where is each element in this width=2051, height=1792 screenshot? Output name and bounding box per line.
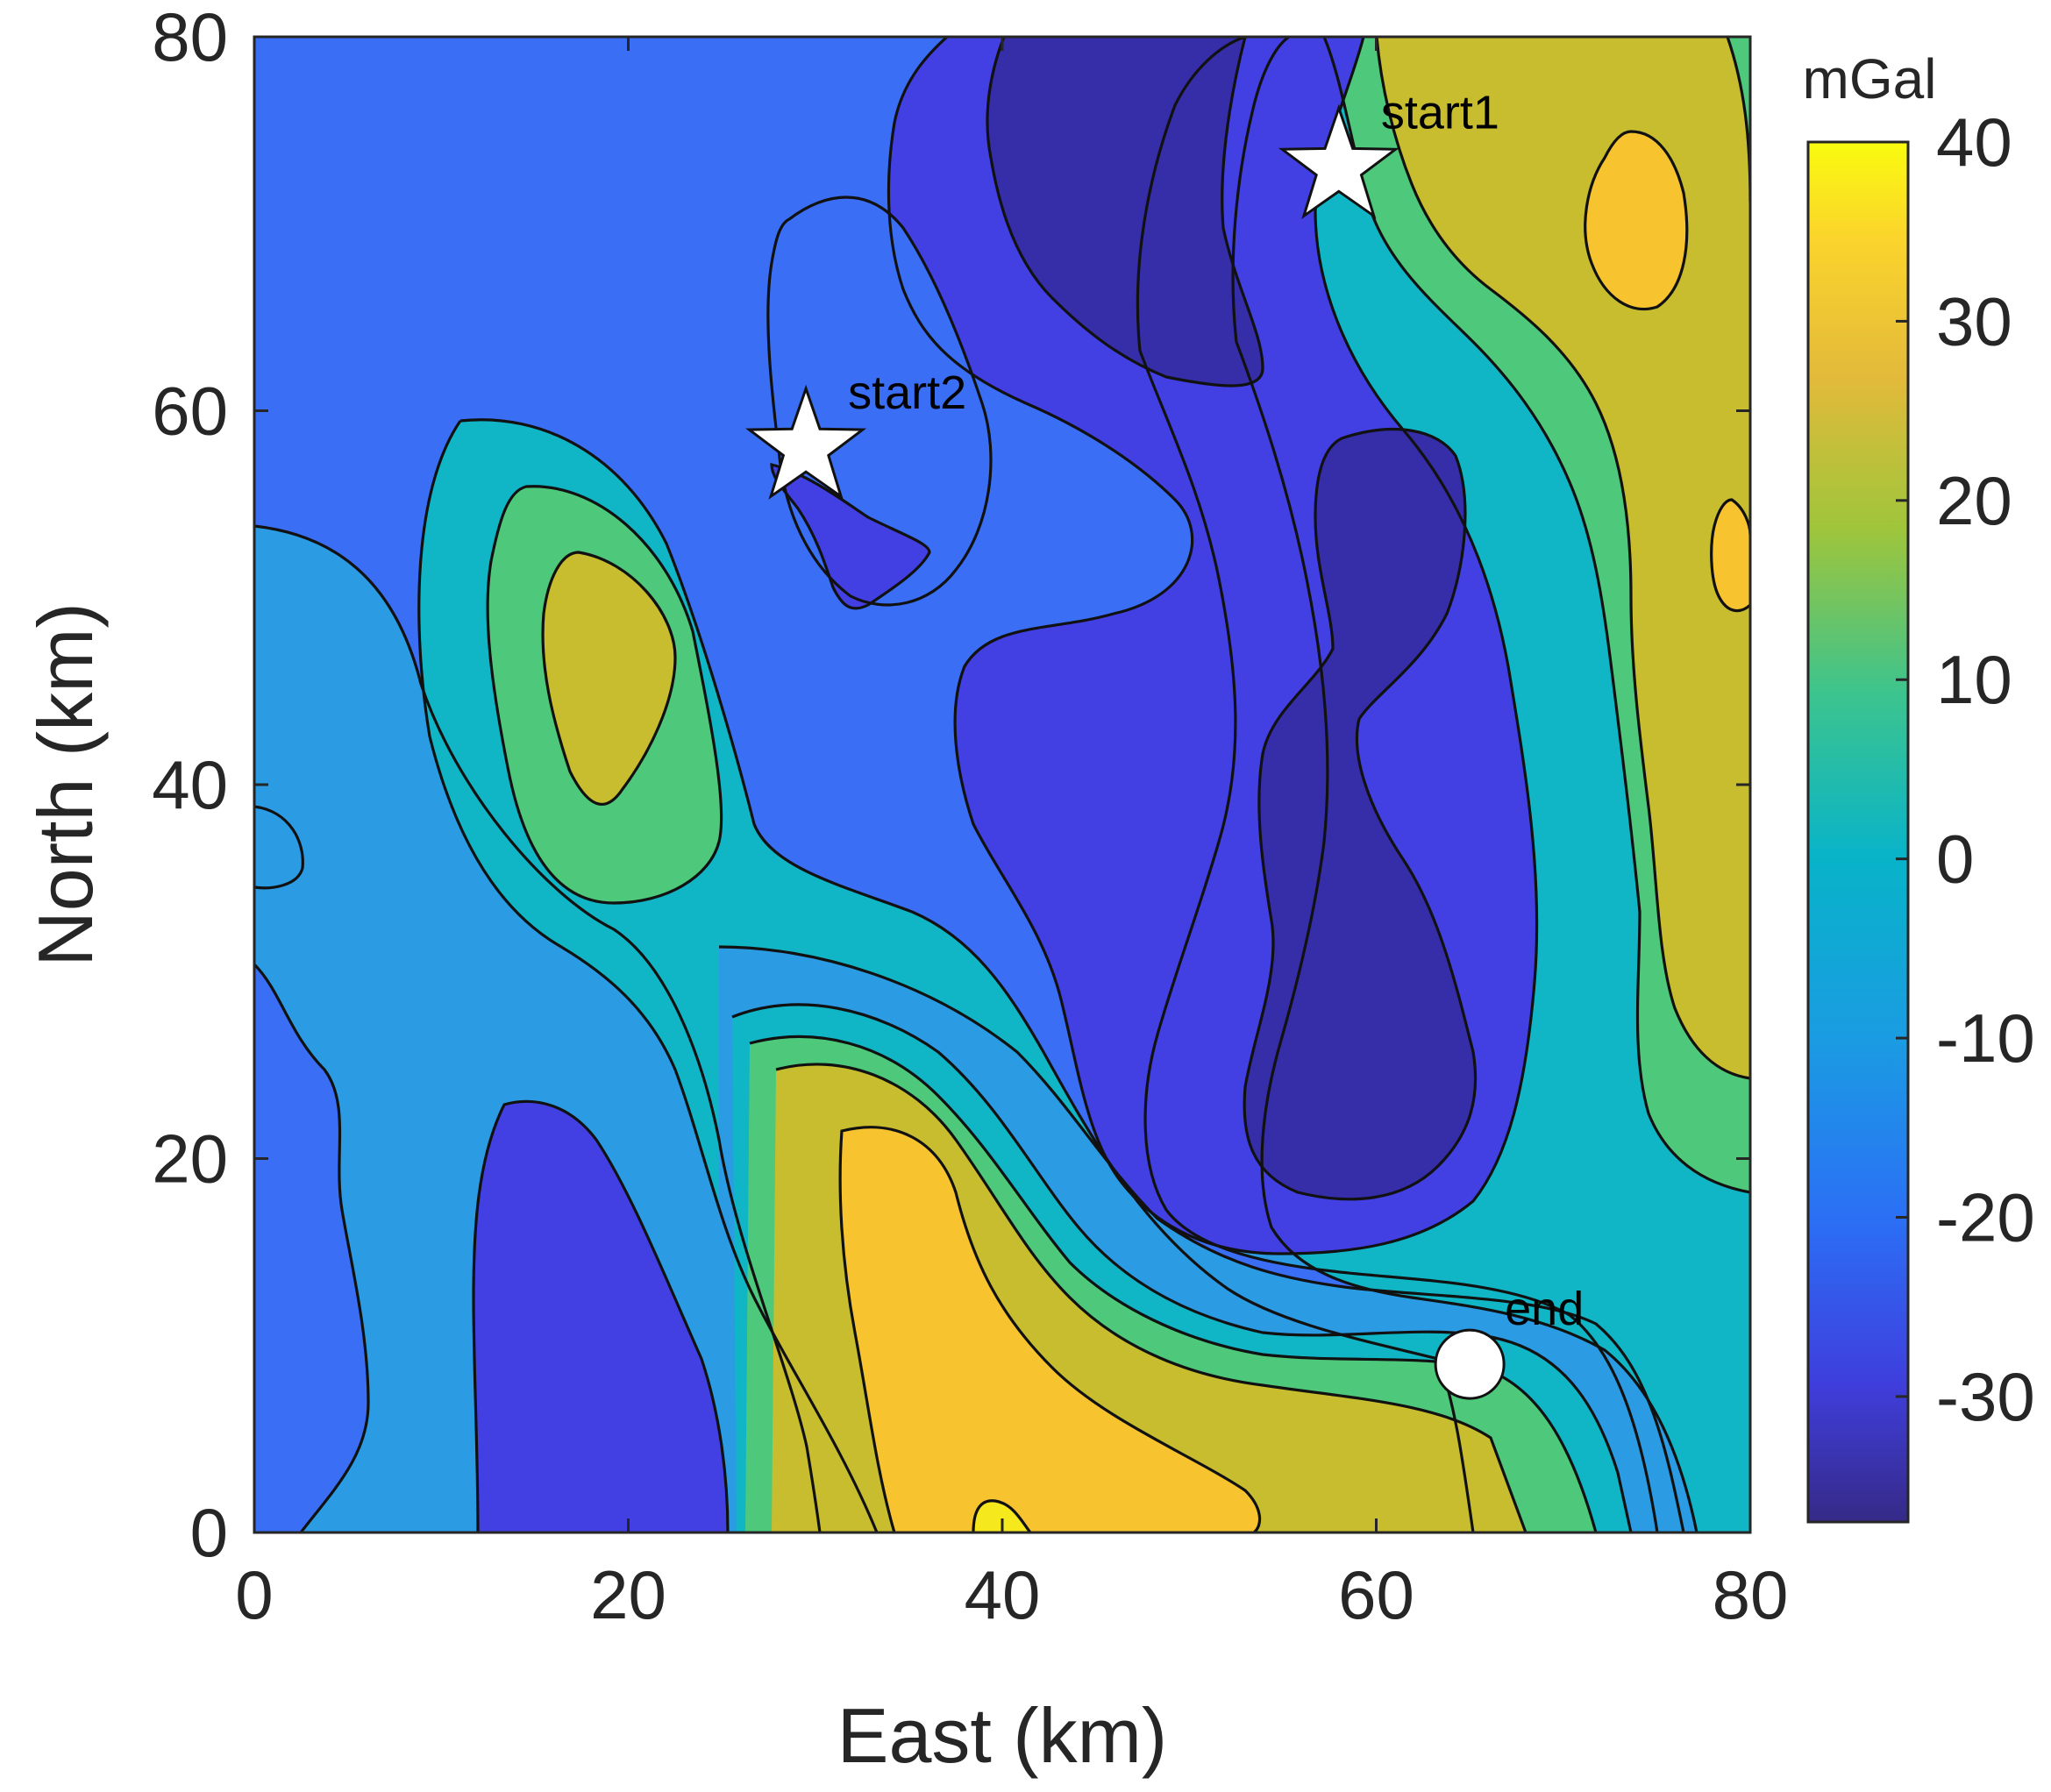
- plot-area: [254, 37, 1750, 1532]
- colorbar-tick-label: 10: [1936, 641, 2012, 718]
- star-marker-start2: [745, 384, 867, 500]
- contour-line: [770, 462, 931, 610]
- x-tick-label: 80: [1713, 1556, 1789, 1633]
- contour-line: [986, 37, 1264, 388]
- contour-line: [417, 420, 879, 1532]
- x-tick-label: 60: [1338, 1556, 1414, 1633]
- x-tick-label: 40: [965, 1556, 1041, 1633]
- y-tick-label: 80: [152, 0, 228, 75]
- marker-label-end: end: [1505, 1283, 1584, 1335]
- contour-line: [972, 1499, 1032, 1532]
- y-axis-title: North (km): [22, 602, 109, 967]
- y-tick-label: 20: [152, 1120, 228, 1198]
- colorbar-tick-label: -20: [1936, 1178, 2035, 1255]
- contour-region-south-west-low: [474, 1101, 728, 1532]
- contour-line: [838, 1126, 1262, 1532]
- x-tick-label: 20: [590, 1556, 666, 1633]
- contour-line: [1322, 37, 1750, 1194]
- contour-line: [1584, 130, 1689, 311]
- x-tick-label: 0: [235, 1556, 273, 1633]
- circle-marker-end: [1434, 1328, 1506, 1400]
- contour-line: [887, 37, 1539, 1255]
- contour-region-south-40: [973, 1500, 1030, 1532]
- colorbar: [1806, 140, 1910, 1524]
- contour-line: [1375, 37, 1750, 1080]
- contour-line: [1710, 498, 1750, 613]
- marker-label-start2: start2: [848, 366, 966, 419]
- y-tick-label: 40: [152, 746, 228, 823]
- colorbar-ticks: -30 -20 -10 0 10 20 30 40: [1896, 103, 2035, 1435]
- contour-line: [254, 963, 370, 1532]
- contour-line: [766, 196, 993, 607]
- colorbar-tick-label: 0: [1936, 821, 1974, 898]
- contour-region-start2-tongue: [772, 465, 929, 608]
- contour-line: [718, 945, 1685, 1532]
- contour-line: [731, 1003, 1633, 1532]
- colorbar-tick-label: 40: [1936, 103, 2012, 181]
- contour-line: [1136, 37, 1659, 1532]
- contour-region-south-30: [840, 1127, 1260, 1532]
- contour-line: [541, 551, 677, 806]
- markers: start1 start2 end: [745, 86, 1584, 1400]
- colorbar-tick-label: 30: [1936, 282, 2012, 359]
- contour-region-central-lower-north: [986, 37, 1263, 386]
- colorbar-tick-label: 20: [1936, 462, 2012, 539]
- contour-line: [486, 485, 723, 905]
- contour-line: [1231, 37, 1698, 1532]
- contour-line: [254, 805, 304, 890]
- x-axis-title: East (km): [837, 1692, 1167, 1779]
- colorbar-title: mGal: [1803, 47, 1937, 110]
- axis-ticks: 0 20 40 60 80 0 20 40 60 80: [152, 0, 1788, 1633]
- contour-region-east-30-north: [1585, 132, 1687, 309]
- contour-line: [254, 524, 822, 1532]
- contour-region-east-30-small: [1711, 500, 1750, 611]
- y-tick-label: 0: [190, 1494, 228, 1571]
- contour-region-ridge-20: [543, 552, 675, 805]
- colorbar-tick-label: -30: [1936, 1358, 2035, 1435]
- marker-label-start1: start1: [1381, 86, 1499, 139]
- contour-line: [459, 418, 1475, 1532]
- contour-lines: [254, 37, 1750, 1532]
- y-tick-label: 60: [152, 373, 228, 450]
- star-marker-start1: [1278, 103, 1399, 220]
- contour-line: [472, 1099, 730, 1532]
- contour-line: [1243, 428, 1478, 1201]
- contour-region-west-low-band: [254, 526, 820, 1532]
- colorbar-tick-label: -10: [1936, 999, 2035, 1077]
- contour-line: [775, 1063, 1528, 1532]
- contour-region-central-lower-south: [1244, 429, 1476, 1199]
